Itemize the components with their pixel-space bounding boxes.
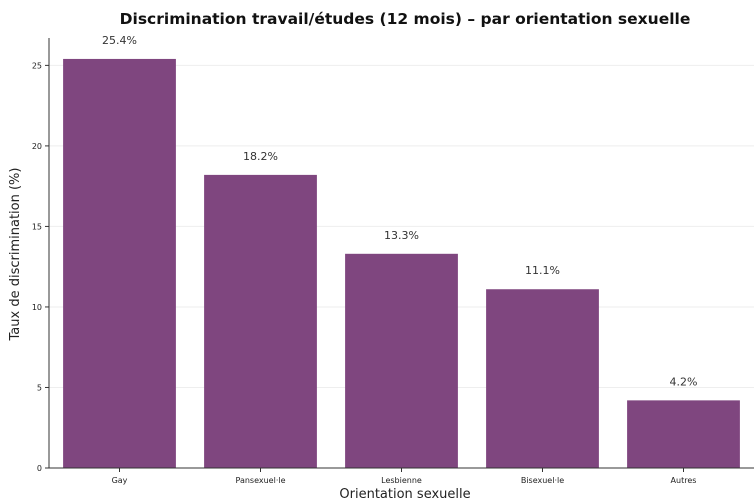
- chart-title: Discrimination travail/études (12 mois) …: [120, 10, 691, 28]
- y-tick-label: 10: [32, 303, 42, 312]
- bar: [345, 253, 458, 468]
- value-label: 13.3%: [384, 229, 419, 242]
- value-labels: 25.4% 18.2% 13.3% 11.1% 4.2%: [102, 34, 697, 388]
- x-axis-ticks: Gay Pansexuel·le Lesbienne Bisexuel·le Autre…: [112, 468, 697, 485]
- y-axis-label: Taux de discrimination (%): [8, 168, 23, 342]
- value-label: 25.4%: [102, 34, 137, 47]
- bar: [486, 289, 599, 468]
- y-axis-ticks: 0 5 10 15 20 25: [32, 61, 49, 473]
- y-tick-label: 5: [37, 383, 42, 392]
- x-tick-label: Pansexuel·le: [235, 476, 285, 485]
- bar: [204, 174, 317, 468]
- x-tick-label: Lesbienne: [381, 476, 422, 485]
- bars: [63, 58, 740, 468]
- x-tick-label: Autres: [671, 476, 697, 485]
- y-tick-label: 25: [32, 61, 42, 70]
- y-tick-label: 0: [37, 464, 42, 473]
- y-tick-label: 20: [32, 142, 42, 151]
- x-axis-label: Orientation sexuelle: [339, 487, 470, 502]
- bar: [63, 58, 176, 468]
- bar: [627, 400, 740, 468]
- value-label: 18.2%: [243, 150, 278, 163]
- value-label: 11.1%: [525, 264, 560, 277]
- x-tick-label: Gay: [112, 476, 128, 485]
- x-tick-label: Bisexuel·le: [521, 476, 564, 485]
- y-tick-label: 15: [32, 222, 42, 231]
- value-label: 4.2%: [670, 375, 698, 388]
